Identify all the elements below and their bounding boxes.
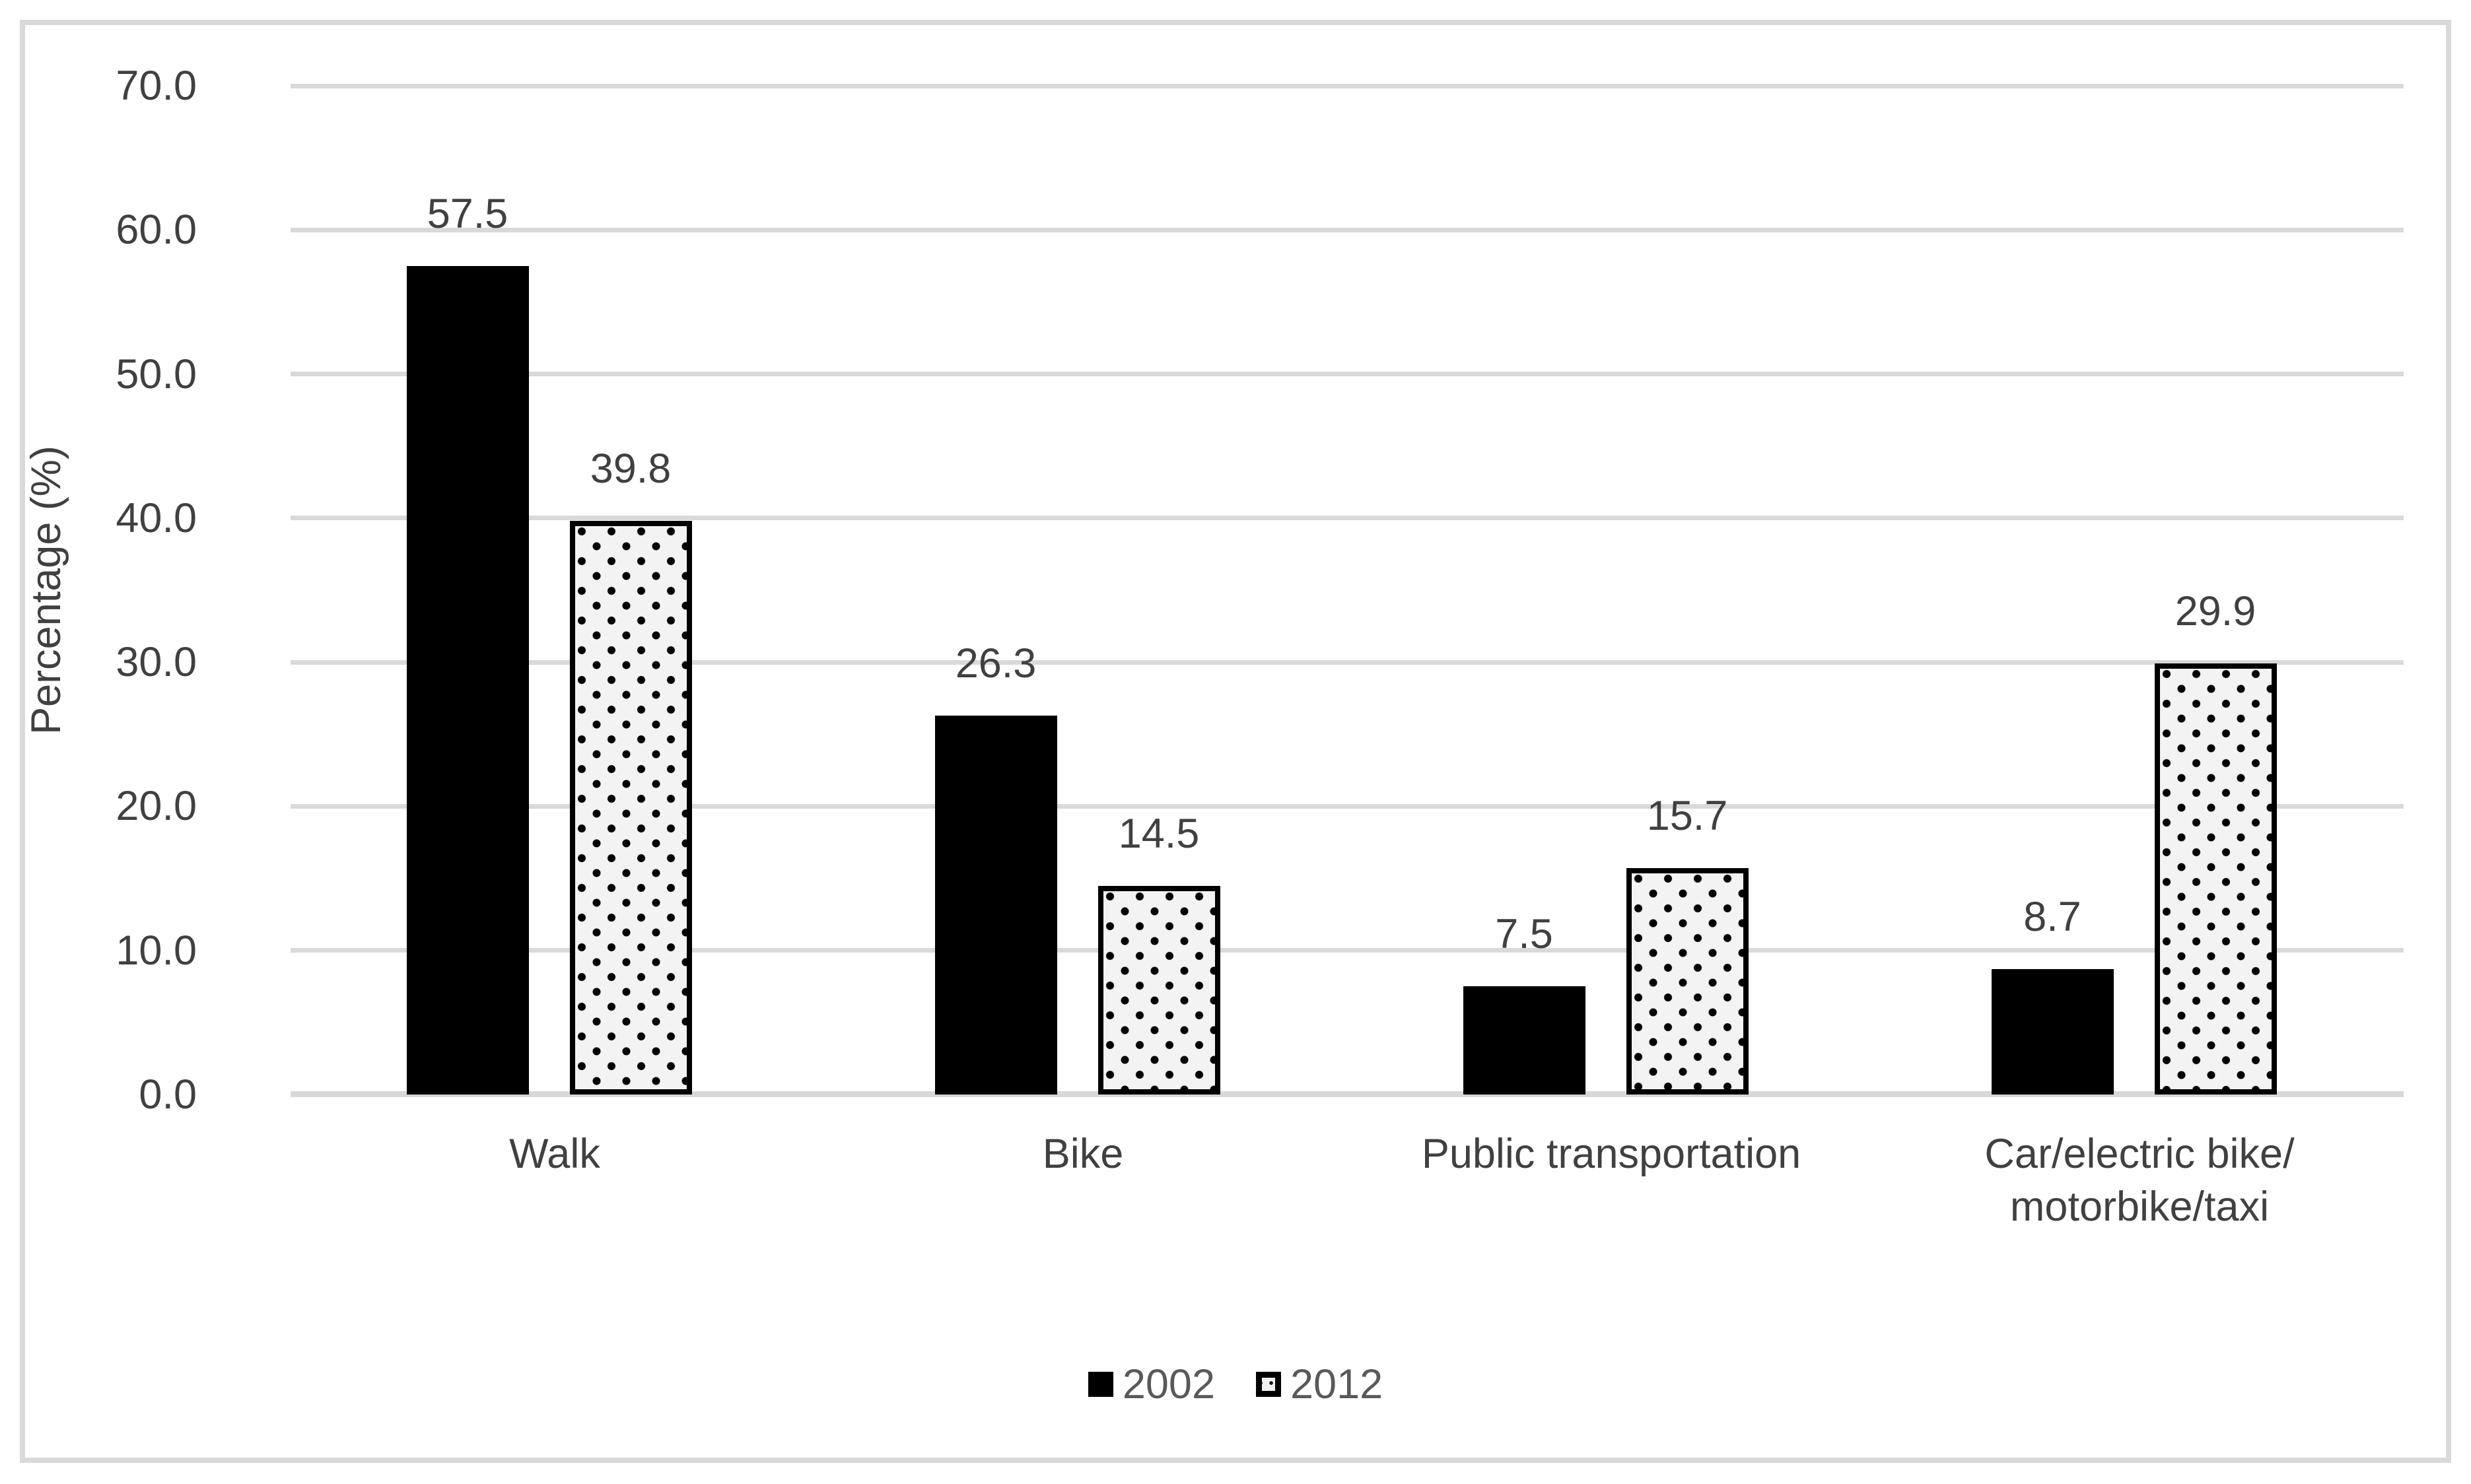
legend-swatch-2012 [1256,1372,1281,1397]
y-tick-label: 40.0 [116,494,197,541]
gridline-50.0 [291,372,2404,377]
x-axis-category-labels: Walk Bike Public transportation Car/electri… [291,1128,2404,1260]
legend-label-2002: 2002 [1122,1361,1215,1407]
value-label-2012: 14.5 [1118,810,1200,857]
y-tick-label: 60.0 [116,207,197,253]
bar-2012-public-transportation [1626,868,1749,1095]
legend-item-2002: 2002 [1088,1361,1215,1408]
legend: 2002 2012 [0,1348,2471,1421]
value-label-2012: 15.7 [1646,793,1728,840]
gridline-30.0 [291,659,2404,665]
y-tick-label: 10.0 [116,927,197,974]
category-label: Walk [509,1131,600,1177]
y-tick-label: 70.0 [116,63,197,109]
bar-2012-walk [569,521,692,1095]
category-label: Bike [1042,1131,1124,1177]
bar-2002-car-electric-bike- [1991,969,2114,1095]
gridline-20.0 [291,803,2404,809]
bar-2012-bike [1097,885,1220,1095]
gridline-60.0 [291,227,2404,232]
gridline-40.0 [291,516,2404,521]
gridline-0.0 [291,1091,2404,1097]
value-label-2012: 39.8 [590,446,672,492]
value-label-2002: 8.7 [2023,894,2081,941]
y-tick-label: 50.0 [116,351,197,397]
y-tick-label: 30.0 [116,639,197,686]
bar-2002-public-transportation [1463,986,1585,1095]
value-label-2012: 29.9 [2175,588,2256,635]
y-tick-label: 20.0 [116,783,197,830]
bar-2002-bike [934,715,1057,1095]
value-label-2002: 57.5 [427,190,508,237]
bar-2002-walk [406,265,529,1095]
value-label-2002: 7.5 [1495,911,1553,958]
gridline-70.0 [291,83,2404,88]
category-label: Public transportation [1421,1131,1801,1177]
legend-swatch-2002 [1088,1372,1113,1397]
y-tick-label: 0.0 [139,1071,197,1118]
plot-area: 0.0 10.0 20.0 30.0 40.0 50.0 60.0 70.0 57.5 39.8 2… [116,63,2404,1118]
legend-label-2012: 2012 [1290,1361,1383,1407]
category-label: Car/electric bike/ motorbike/taxi [1984,1131,2295,1230]
legend-item-2012: 2012 [1256,1361,1383,1408]
gridline-10.0 [291,948,2404,953]
y-axis-title-text: Percentage (%) [23,446,69,735]
value-label-2002: 26.3 [955,640,1037,687]
bar-2012-car-electric-bike- [2154,663,2277,1095]
